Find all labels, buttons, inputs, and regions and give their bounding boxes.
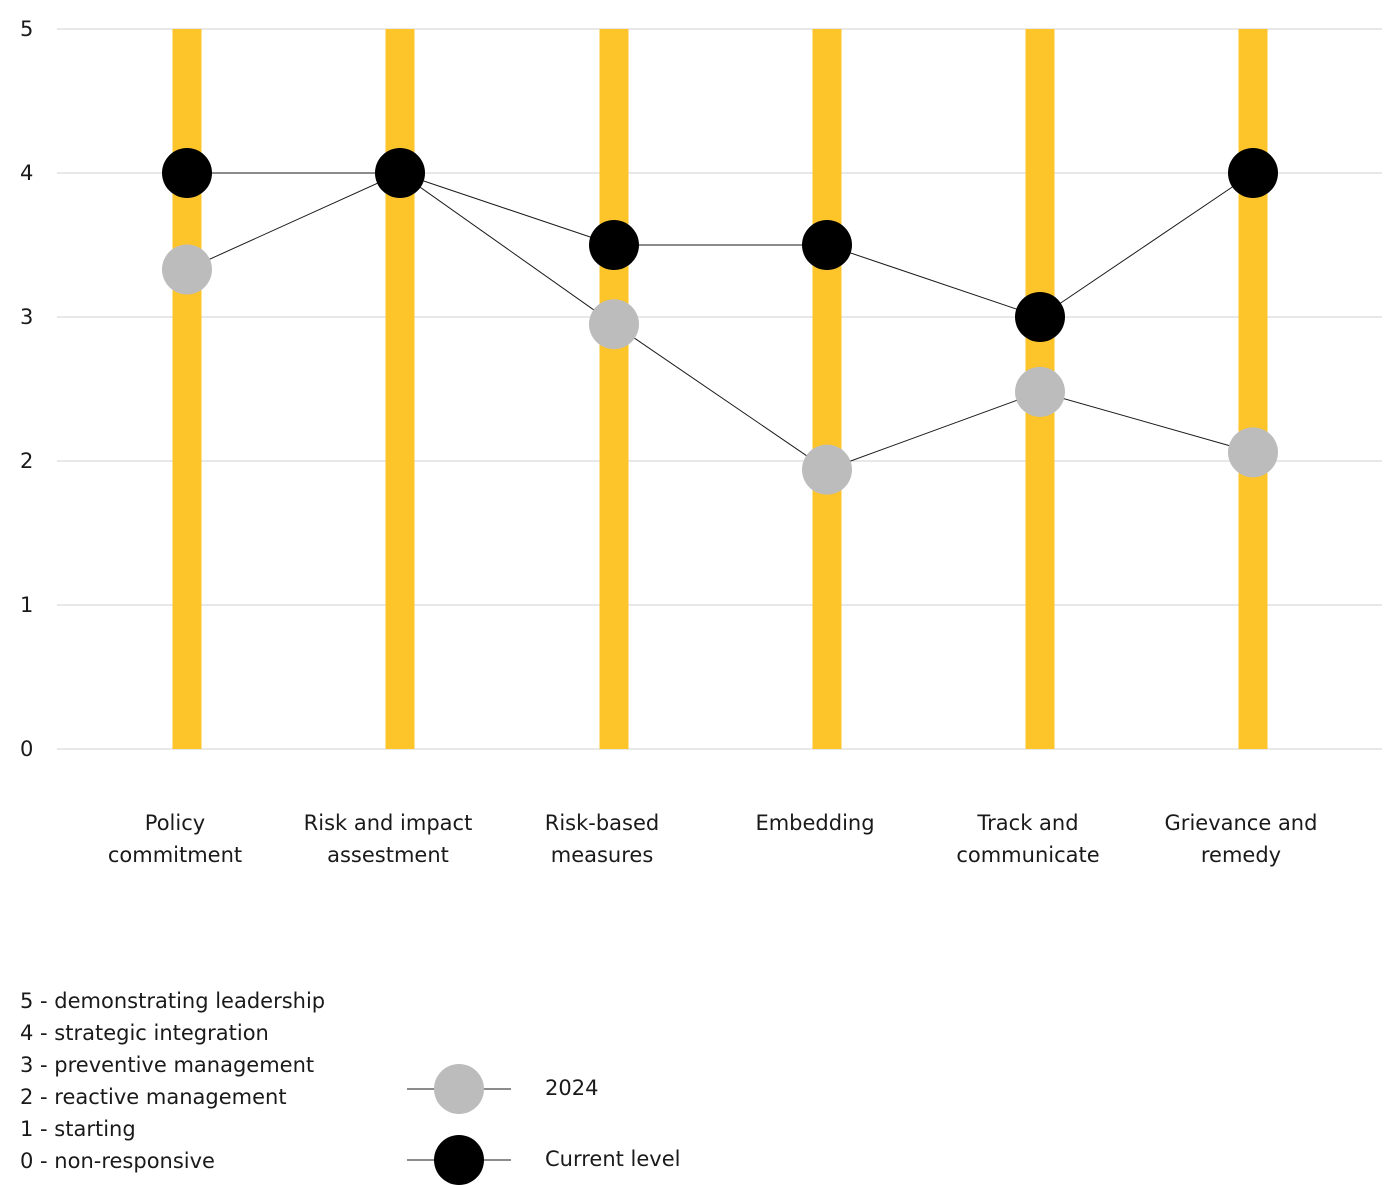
x-category-label-line: communicate [956,843,1099,867]
point-series1-4 [1015,292,1065,342]
category-bar-1 [385,29,415,749]
scale-item-1: 1 - starting [20,1117,136,1141]
y-tick-label-5: 5 [20,17,33,41]
x-category-label-line: assestment [327,843,449,867]
y-tick-label-0: 0 [20,737,33,761]
scale-item-5: 5 - demonstrating leadership [20,989,326,1013]
x-category-label-line: Track and [976,811,1078,835]
legend-label-current-level: Current level [545,1147,681,1171]
x-category-label-line: commitment [108,843,242,867]
y-tick-label-4: 4 [20,161,33,185]
point-series1-5 [1228,148,1278,198]
x-category-label-line: remedy [1201,843,1281,867]
x-category-label-line: Risk and impact [304,811,473,835]
point-series0-2 [589,299,639,350]
x-category-label-3: Embedding [755,811,874,835]
maturity-chart: 0 1 2 3 4 5 Policy commitment Risk and impact ass… [20,17,1382,867]
legend-marker-2024 [407,1064,511,1114]
point-series1-1 [375,148,425,198]
legend-item-current-level: Current level [405,1135,725,1185]
x-category-label-4: Track and communicate [956,811,1099,867]
category-bar-3 [812,29,842,749]
y-tick-label-3: 3 [20,305,33,329]
point-series1-2 [589,220,639,270]
point-series0-0 [162,244,212,295]
point-series0-5 [1228,427,1278,478]
legend-label-2024: 2024 [545,1076,599,1100]
scale-item-3: 3 - preventive management [20,1053,315,1077]
x-category-label-0: Policy commitment [108,811,242,867]
point-series1-3 [802,220,852,270]
scale-legend: 5 - demonstrating leadership 4 - strateg… [20,985,325,1177]
point-series0-3 [802,444,852,495]
legend-marker-current-level [407,1135,511,1185]
category-bar-5 [1238,29,1268,749]
point-series0-4 [1015,366,1065,417]
category-bar-0 [172,29,202,749]
legend-item-2024: 2024 [405,1064,725,1114]
x-category-label-2: Risk-based measures [545,811,660,867]
series-line-0 [186,172,1254,471]
x-category-label-5: Grievance and remedy [1165,811,1318,867]
series-legend: 2024 Current level [405,1060,725,1185]
x-category-label-1: Risk and impact assestment [304,811,473,867]
y-tick-label-2: 2 [20,449,33,473]
x-category-label-line: measures [551,843,654,867]
scale-item-0: 0 - non-responsive [20,1149,215,1173]
series-line-1 [187,172,1254,318]
y-tick-label-1: 1 [20,593,33,617]
x-category-label-line: Policy [145,811,205,835]
x-category-label-line: Risk-based [545,811,660,835]
category-bar-2 [599,29,629,749]
scale-item-2: 2 - reactive management [20,1085,287,1109]
x-category-label-line: Embedding [755,811,874,835]
x-category-label-line: Grievance and [1165,811,1318,835]
point-series1-0 [162,148,212,198]
scale-item-4: 4 - strategic integration [20,1021,269,1045]
